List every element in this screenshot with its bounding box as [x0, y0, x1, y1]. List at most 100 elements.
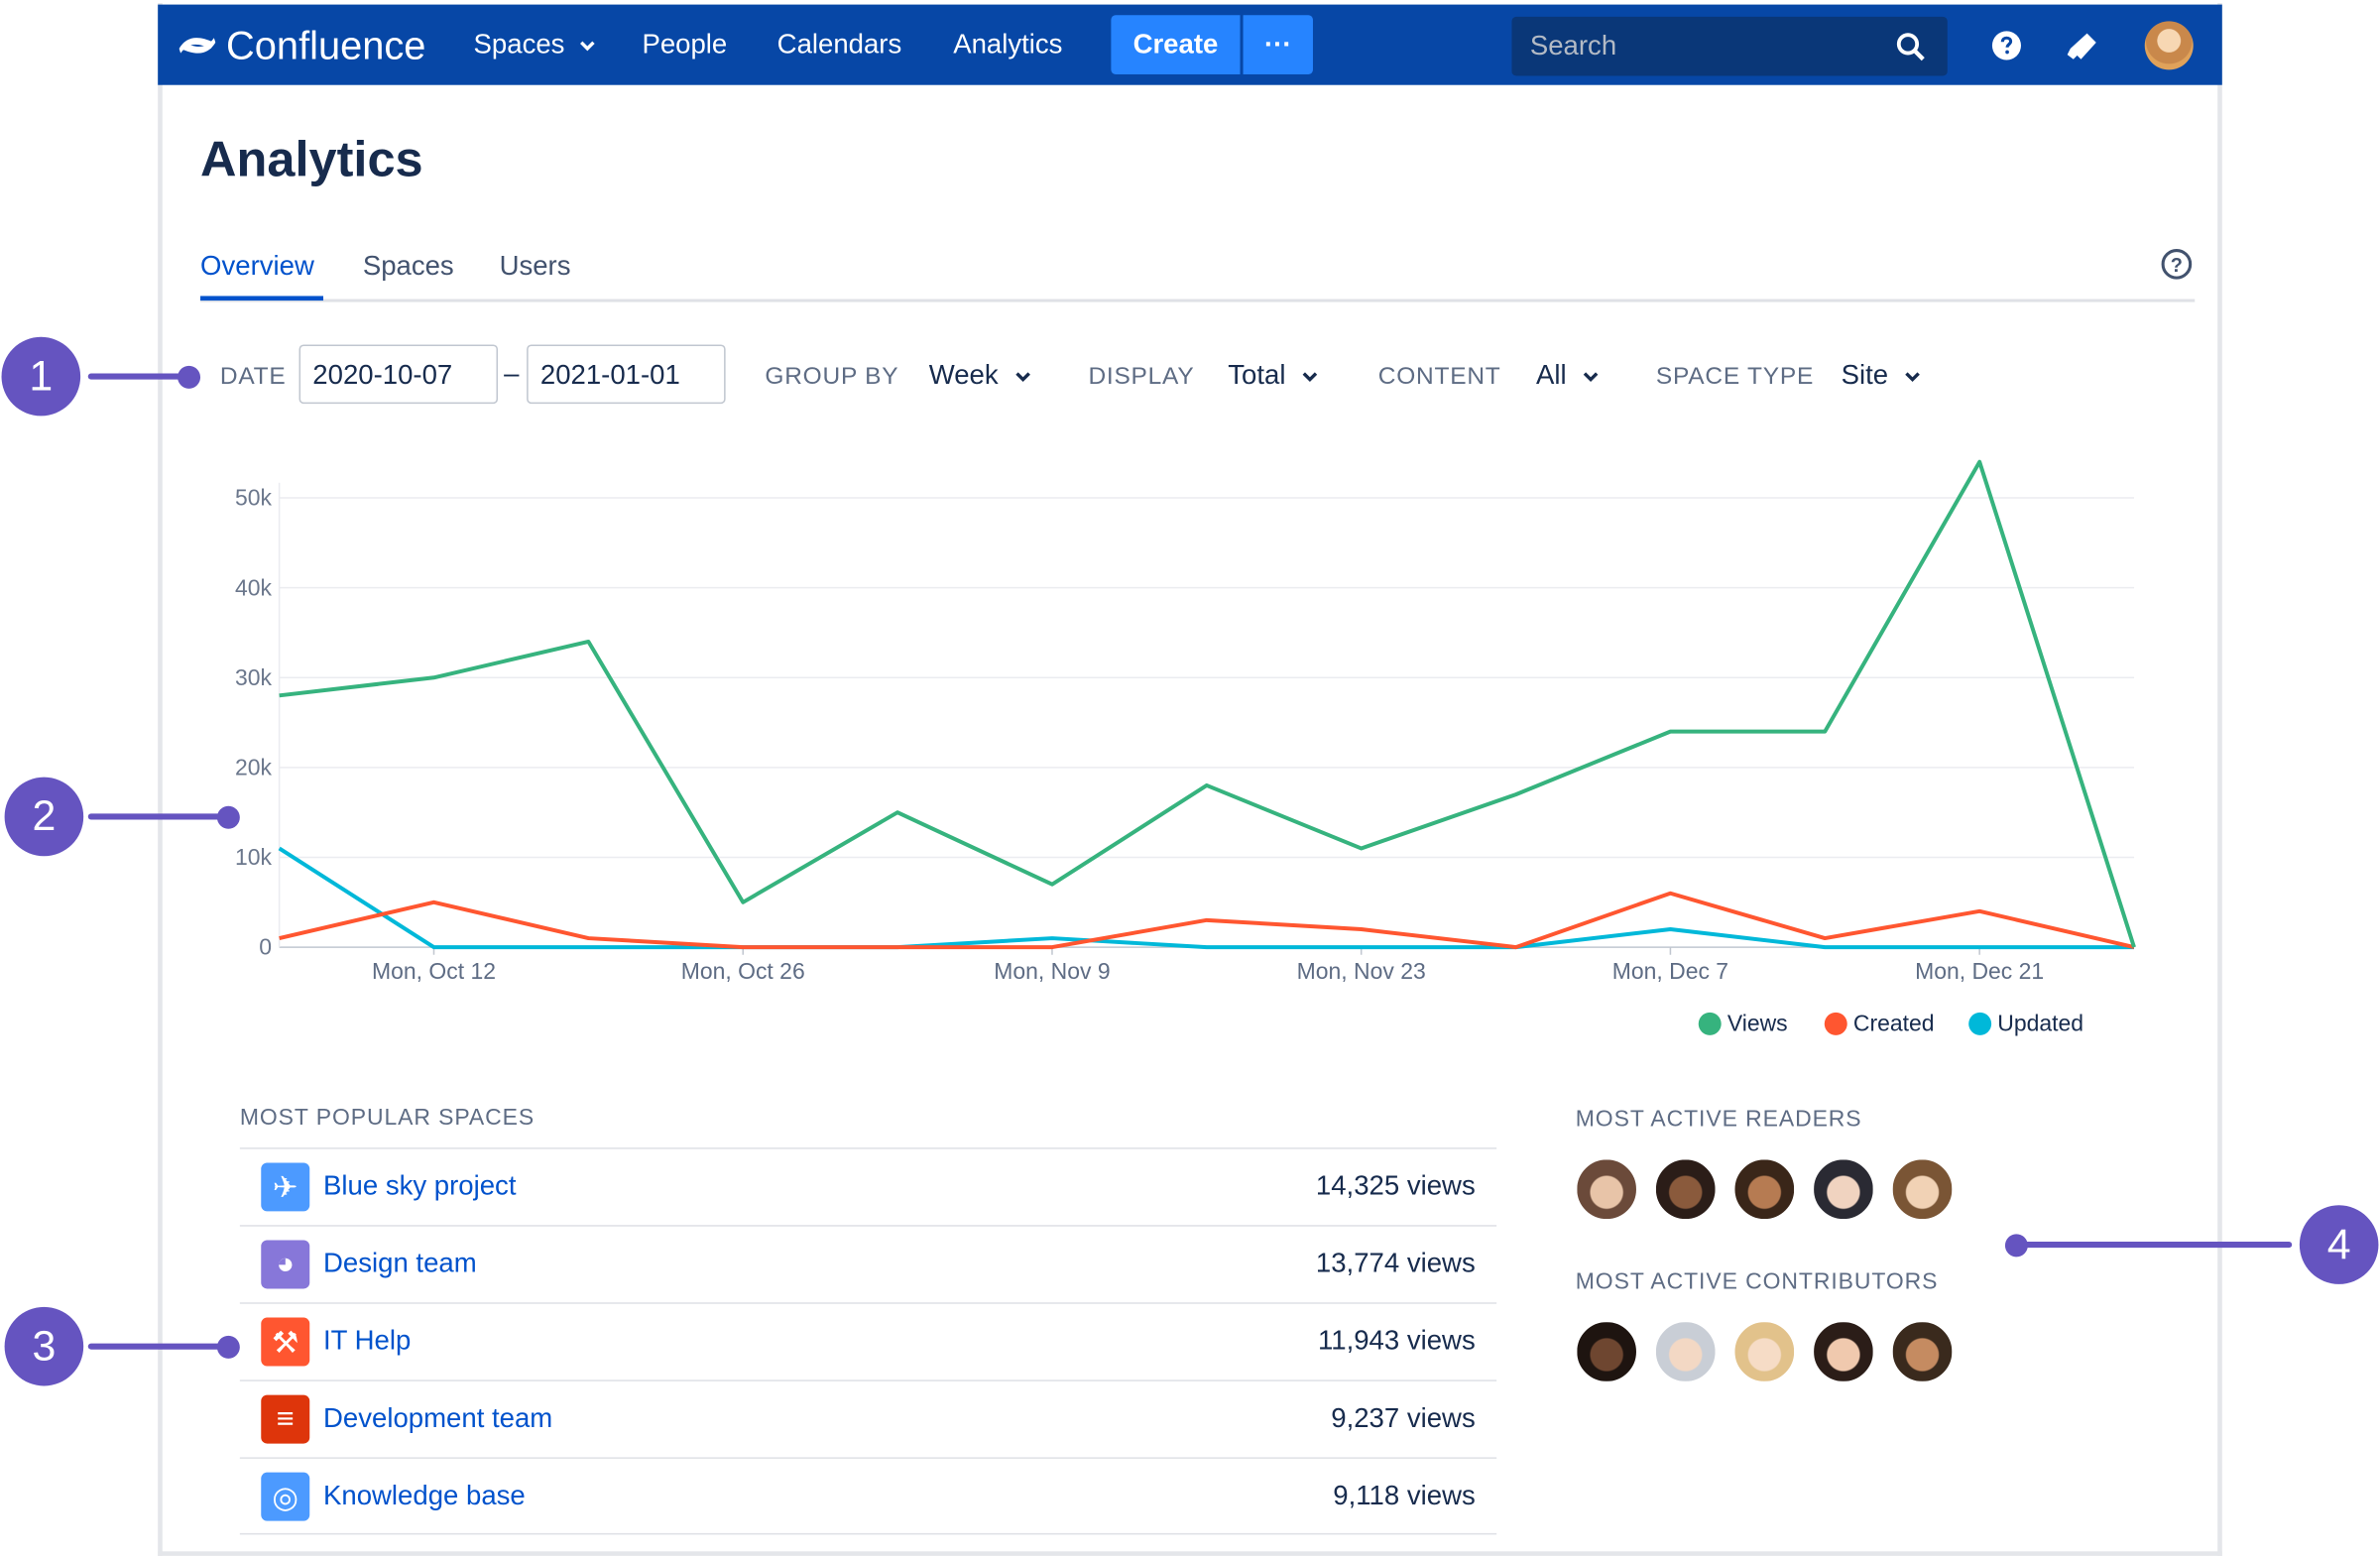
space-views-count: 14,325 views [1315, 1170, 1476, 1201]
nav-analytics[interactable]: Analytics [953, 29, 1063, 60]
tab-users[interactable]: Users [499, 250, 571, 282]
chevron-down-icon [1014, 371, 1030, 382]
chevron-down-icon [1905, 371, 1920, 382]
content-select[interactable]: All [1536, 360, 1600, 392]
rocket-icon[interactable]: ✈ [261, 1162, 310, 1212]
content-label: CONTENT [1377, 364, 1501, 391]
y-tick-label: 10k [235, 844, 273, 870]
contributor-avatar[interactable] [1574, 1319, 1640, 1384]
callout-2: 2 [4, 777, 84, 857]
space-name-link[interactable]: Blue sky project [323, 1170, 517, 1201]
series-line-updated [278, 846, 2135, 950]
parrot-icon[interactable]: ◕ [261, 1240, 310, 1289]
top-nav: Confluence Spaces People Calendars Analy… [158, 4, 2222, 85]
space-type-value: Site [1841, 359, 1889, 391]
confluence-icon [178, 38, 216, 54]
y-tick-label: 20k [235, 755, 273, 780]
legend-created-label: Created [1852, 1011, 1935, 1037]
contributor-avatar[interactable] [1889, 1319, 1956, 1384]
callout-4-dot [2004, 1234, 2028, 1258]
active-readers-avatars [1574, 1156, 1968, 1223]
reader-avatar[interactable] [1811, 1156, 1876, 1223]
tab-bar: Overview Spaces Users [200, 247, 2196, 302]
date-separator: – [504, 358, 520, 389]
callout-4: 4 [2299, 1205, 2379, 1284]
created-swatch [1824, 1012, 1847, 1035]
date-from-input[interactable]: 2020-10-07 [298, 344, 499, 405]
activity-line-chart: 0 10k 20k 30k 40k 50k Mon, Oct 12 Mon, Oct 26 Mo… [235, 459, 2136, 984]
callout-3: 3 [4, 1306, 84, 1386]
callout-2-line [87, 813, 228, 820]
callout-2-dot [216, 805, 240, 829]
nav-people[interactable]: People [642, 29, 728, 60]
space-views-count: 9,118 views [1333, 1480, 1476, 1510]
x-tick-label: Mon, Dec 21 [1915, 958, 2044, 984]
more-create-button[interactable]: ··· [1243, 15, 1313, 74]
space-row[interactable]: ◎ Knowledge base 9,118 views [239, 1457, 1497, 1535]
reader-avatar[interactable] [1652, 1156, 1719, 1223]
space-views-count: 11,943 views [1317, 1325, 1476, 1356]
legend-updated[interactable]: Updated [1968, 1011, 2083, 1036]
group-by-value: Week [928, 359, 999, 391]
legend-created[interactable]: Created [1824, 1011, 1935, 1037]
reader-avatar[interactable] [1574, 1156, 1640, 1223]
space-name-link[interactable]: IT Help [323, 1325, 412, 1356]
content-value: All [1535, 359, 1567, 391]
reader-avatar[interactable] [1889, 1156, 1956, 1223]
group-by-select[interactable]: Week [929, 360, 1032, 392]
product-name: Confluence [226, 22, 426, 68]
space-row[interactable]: ≡ Development team 9,237 views [239, 1379, 1497, 1457]
megaphone-icon [2067, 33, 2096, 60]
date-to-input[interactable]: 2021-01-01 [527, 344, 726, 405]
space-row[interactable]: ◕ Design team 13,774 views [239, 1225, 1497, 1302]
callout-4-line [2015, 1242, 2293, 1249]
help-icon [1991, 31, 2021, 60]
legend-views[interactable]: Views [1698, 1011, 1788, 1037]
reader-avatar[interactable] [1731, 1156, 1798, 1223]
wrench-icon[interactable]: ⚒ [261, 1317, 310, 1367]
callout-1: 1 [1, 336, 81, 417]
confluence-logo[interactable]: Confluence [178, 20, 426, 71]
active-contributors-title: MOST ACTIVE CONTRIBUTORS [1575, 1268, 1939, 1295]
question-icon[interactable]: ? [2161, 249, 2193, 280]
notifications-button[interactable] [2065, 28, 2101, 64]
space-type-select[interactable]: Site [1842, 360, 1922, 392]
space-name-link[interactable]: Design team [323, 1248, 477, 1278]
active-readers-title: MOST ACTIVE READERS [1575, 1106, 1862, 1133]
create-button[interactable]: Create [1111, 15, 1241, 74]
active-contributors-avatars [1574, 1319, 1968, 1384]
search-input[interactable]: Search [1511, 16, 1948, 76]
popular-spaces-title: MOST POPULAR SPACES [239, 1105, 536, 1132]
display-select[interactable]: Total [1228, 360, 1319, 392]
code-icon[interactable]: ≡ [261, 1394, 310, 1444]
chevron-down-icon [580, 40, 595, 51]
app-frame [158, 3, 2222, 1556]
nav-spaces[interactable]: Spaces [474, 29, 597, 60]
tab-overview[interactable]: Overview [200, 250, 314, 282]
contributor-avatar[interactable] [1811, 1319, 1876, 1384]
y-tick-label: 30k [235, 664, 273, 690]
views-swatch [1698, 1012, 1722, 1035]
y-tick-label: 40k [235, 574, 273, 600]
contributor-avatar[interactable] [1652, 1319, 1719, 1384]
user-avatar[interactable] [2144, 21, 2194, 70]
callout-3-line [87, 1343, 228, 1350]
help-button[interactable] [1988, 28, 2025, 64]
search-placeholder: Search [1529, 30, 1617, 61]
nav-calendars[interactable]: Calendars [776, 29, 902, 60]
contributor-avatar[interactable] [1731, 1319, 1798, 1384]
space-name-link[interactable]: Development team [323, 1402, 553, 1433]
space-row[interactable]: ⚒ IT Help 11,943 views [239, 1302, 1497, 1379]
space-name-link[interactable]: Knowledge base [323, 1480, 526, 1510]
legend-views-label: Views [1726, 1011, 1788, 1037]
y-tick-label: 0 [259, 934, 272, 960]
tab-spaces[interactable]: Spaces [362, 250, 454, 282]
lifebuoy-icon[interactable]: ◎ [261, 1472, 310, 1521]
group-by-label: GROUP BY [765, 364, 899, 391]
y-tick-label: 50k [235, 485, 273, 511]
search-icon [1896, 33, 1925, 61]
callout-3-dot [216, 1335, 240, 1359]
date-label: DATE [219, 364, 287, 391]
space-row[interactable]: ✈ Blue sky project 14,325 views [239, 1147, 1497, 1225]
